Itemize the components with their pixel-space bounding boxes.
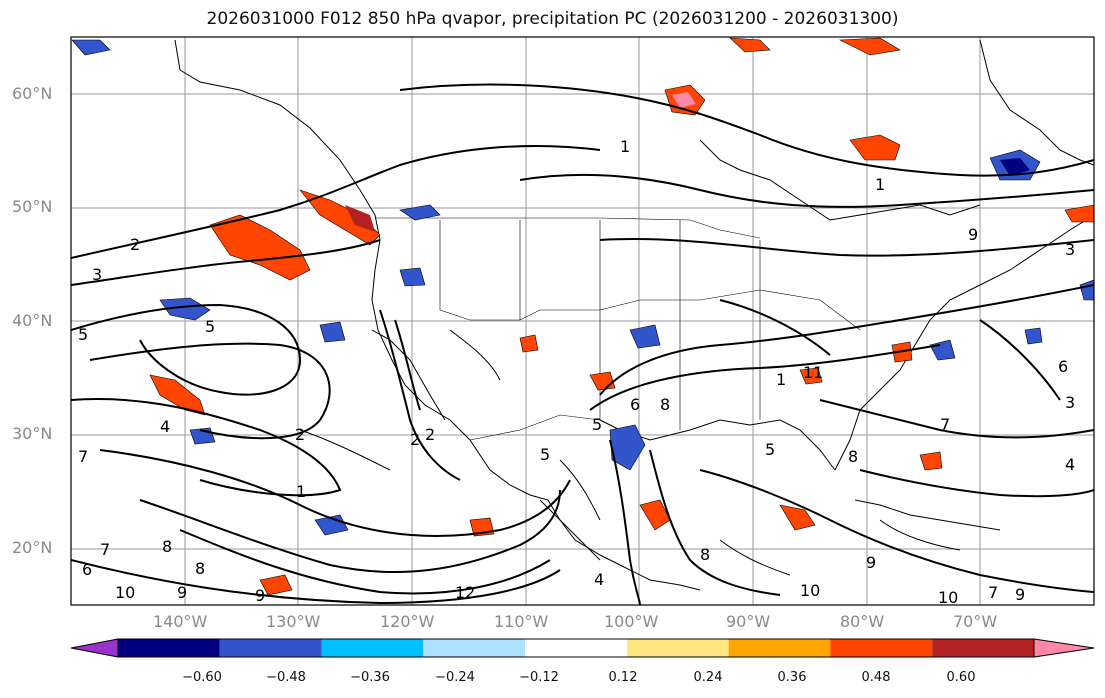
lon-label-130w: 130°W	[266, 612, 321, 631]
map-title: 2026031000 F012 850 hPa qvapor, precipit…	[206, 9, 899, 29]
contour-label: 9	[1015, 585, 1025, 604]
colorbar-segment	[830, 639, 933, 657]
lon-label-120w: 120°W	[380, 612, 435, 631]
contour-label: 8	[660, 395, 670, 414]
colorbar-segment	[626, 639, 729, 657]
contour-label: 7	[100, 540, 110, 559]
contour-label: 9	[255, 586, 265, 605]
lon-label-110w: 110°W	[494, 612, 549, 631]
contour-label: 9	[866, 553, 876, 572]
contour-label: 8	[162, 537, 172, 556]
contour-label: 3	[92, 265, 102, 284]
contour-label: 4	[594, 570, 604, 589]
colorbar-extend-low	[70, 638, 119, 658]
lon-label-140w: 140°W	[153, 612, 208, 631]
contour-labels: 1 2 3 5 5 5 4 7 2 1 6 8 10 9 8 9 7 12 1 …	[78, 137, 1075, 607]
contour-label: 1	[875, 175, 885, 194]
qvapor-contours	[71, 83, 1094, 605]
contour-label: 1	[776, 370, 786, 389]
lon-label-90w: 90°W	[726, 612, 771, 631]
contour-label: 2	[410, 430, 420, 449]
contour-label: 2	[425, 425, 435, 444]
colorbar-tick: −0.12	[519, 670, 559, 685]
lat-label-50n: 50°N	[12, 197, 53, 216]
colorbar-outline	[117, 638, 1035, 658]
colorbar-tick: 0.60	[946, 670, 976, 685]
contour-label: 5	[540, 445, 550, 464]
contour-label: 4	[160, 417, 170, 436]
contour-label: 4	[1065, 455, 1075, 474]
qvapor-contours-thin	[299, 329, 961, 576]
colorbar-tick: −0.36	[350, 670, 390, 685]
colorbar-tick: −0.60	[182, 670, 222, 685]
colorbar-tick: 0.36	[777, 670, 807, 685]
colorbar-tick: 0.24	[693, 670, 723, 685]
contour-label: 10	[115, 583, 135, 602]
contour-label: 9	[177, 583, 187, 602]
map-frame	[70, 36, 1095, 606]
colorbar-tick: 0.48	[861, 670, 891, 685]
contour-label: 11	[803, 363, 823, 382]
contour-label: 8	[848, 447, 858, 466]
colorbar-segment	[423, 639, 526, 657]
colorbar-tick: −0.48	[266, 670, 306, 685]
contour-label: 3	[1065, 240, 1075, 259]
colorbar-segment	[728, 639, 831, 657]
lat-label-20n: 20°N	[12, 538, 53, 557]
colorbar-segment	[321, 639, 424, 657]
contour-label: 8	[195, 559, 205, 578]
colorbar-segment	[118, 639, 220, 657]
contour-label: 5	[205, 317, 215, 336]
lon-label-70w: 70°W	[953, 612, 998, 631]
colorbar-segment	[219, 639, 322, 657]
colorbar-tick: 0.12	[608, 670, 638, 685]
contour-label: 3	[1065, 393, 1075, 412]
contour-label: 6	[630, 395, 640, 414]
lon-label-100w: 100°W	[604, 612, 659, 631]
contour-label: 5	[592, 415, 602, 434]
lat-label-30n: 30°N	[12, 424, 53, 443]
contour-label: 9	[968, 225, 978, 244]
contour-label: 1	[296, 482, 306, 501]
contour-label: 1	[620, 137, 630, 156]
lon-label-80w: 80°W	[840, 612, 885, 631]
contour-label: 6	[82, 560, 92, 579]
contour-label: 2	[130, 235, 140, 254]
gridlines	[71, 37, 1094, 605]
contour-label: 7	[78, 447, 88, 466]
colorbar-segment	[932, 639, 1034, 657]
contour-label: 8	[700, 545, 710, 564]
lat-label-60n: 60°N	[12, 84, 53, 103]
contour-label: 5	[78, 325, 88, 344]
contour-label: 10	[938, 588, 958, 607]
country-borders	[375, 217, 861, 441]
contour-label: 12	[455, 583, 475, 602]
contour-label: 5	[765, 440, 775, 459]
contour-label: 2	[295, 425, 305, 444]
lat-label-40n: 40°N	[12, 311, 53, 330]
contour-label: 6	[1058, 357, 1068, 376]
contour-label: 7	[988, 583, 998, 602]
colorbar-tick: −0.24	[435, 670, 475, 685]
colorbar	[70, 638, 1095, 658]
contour-label: 7	[940, 415, 950, 434]
colorbar-segment	[525, 639, 627, 657]
contour-label: 10	[800, 581, 820, 600]
coastlines	[174, 39, 1094, 591]
colorbar-extend-high	[1033, 638, 1095, 658]
